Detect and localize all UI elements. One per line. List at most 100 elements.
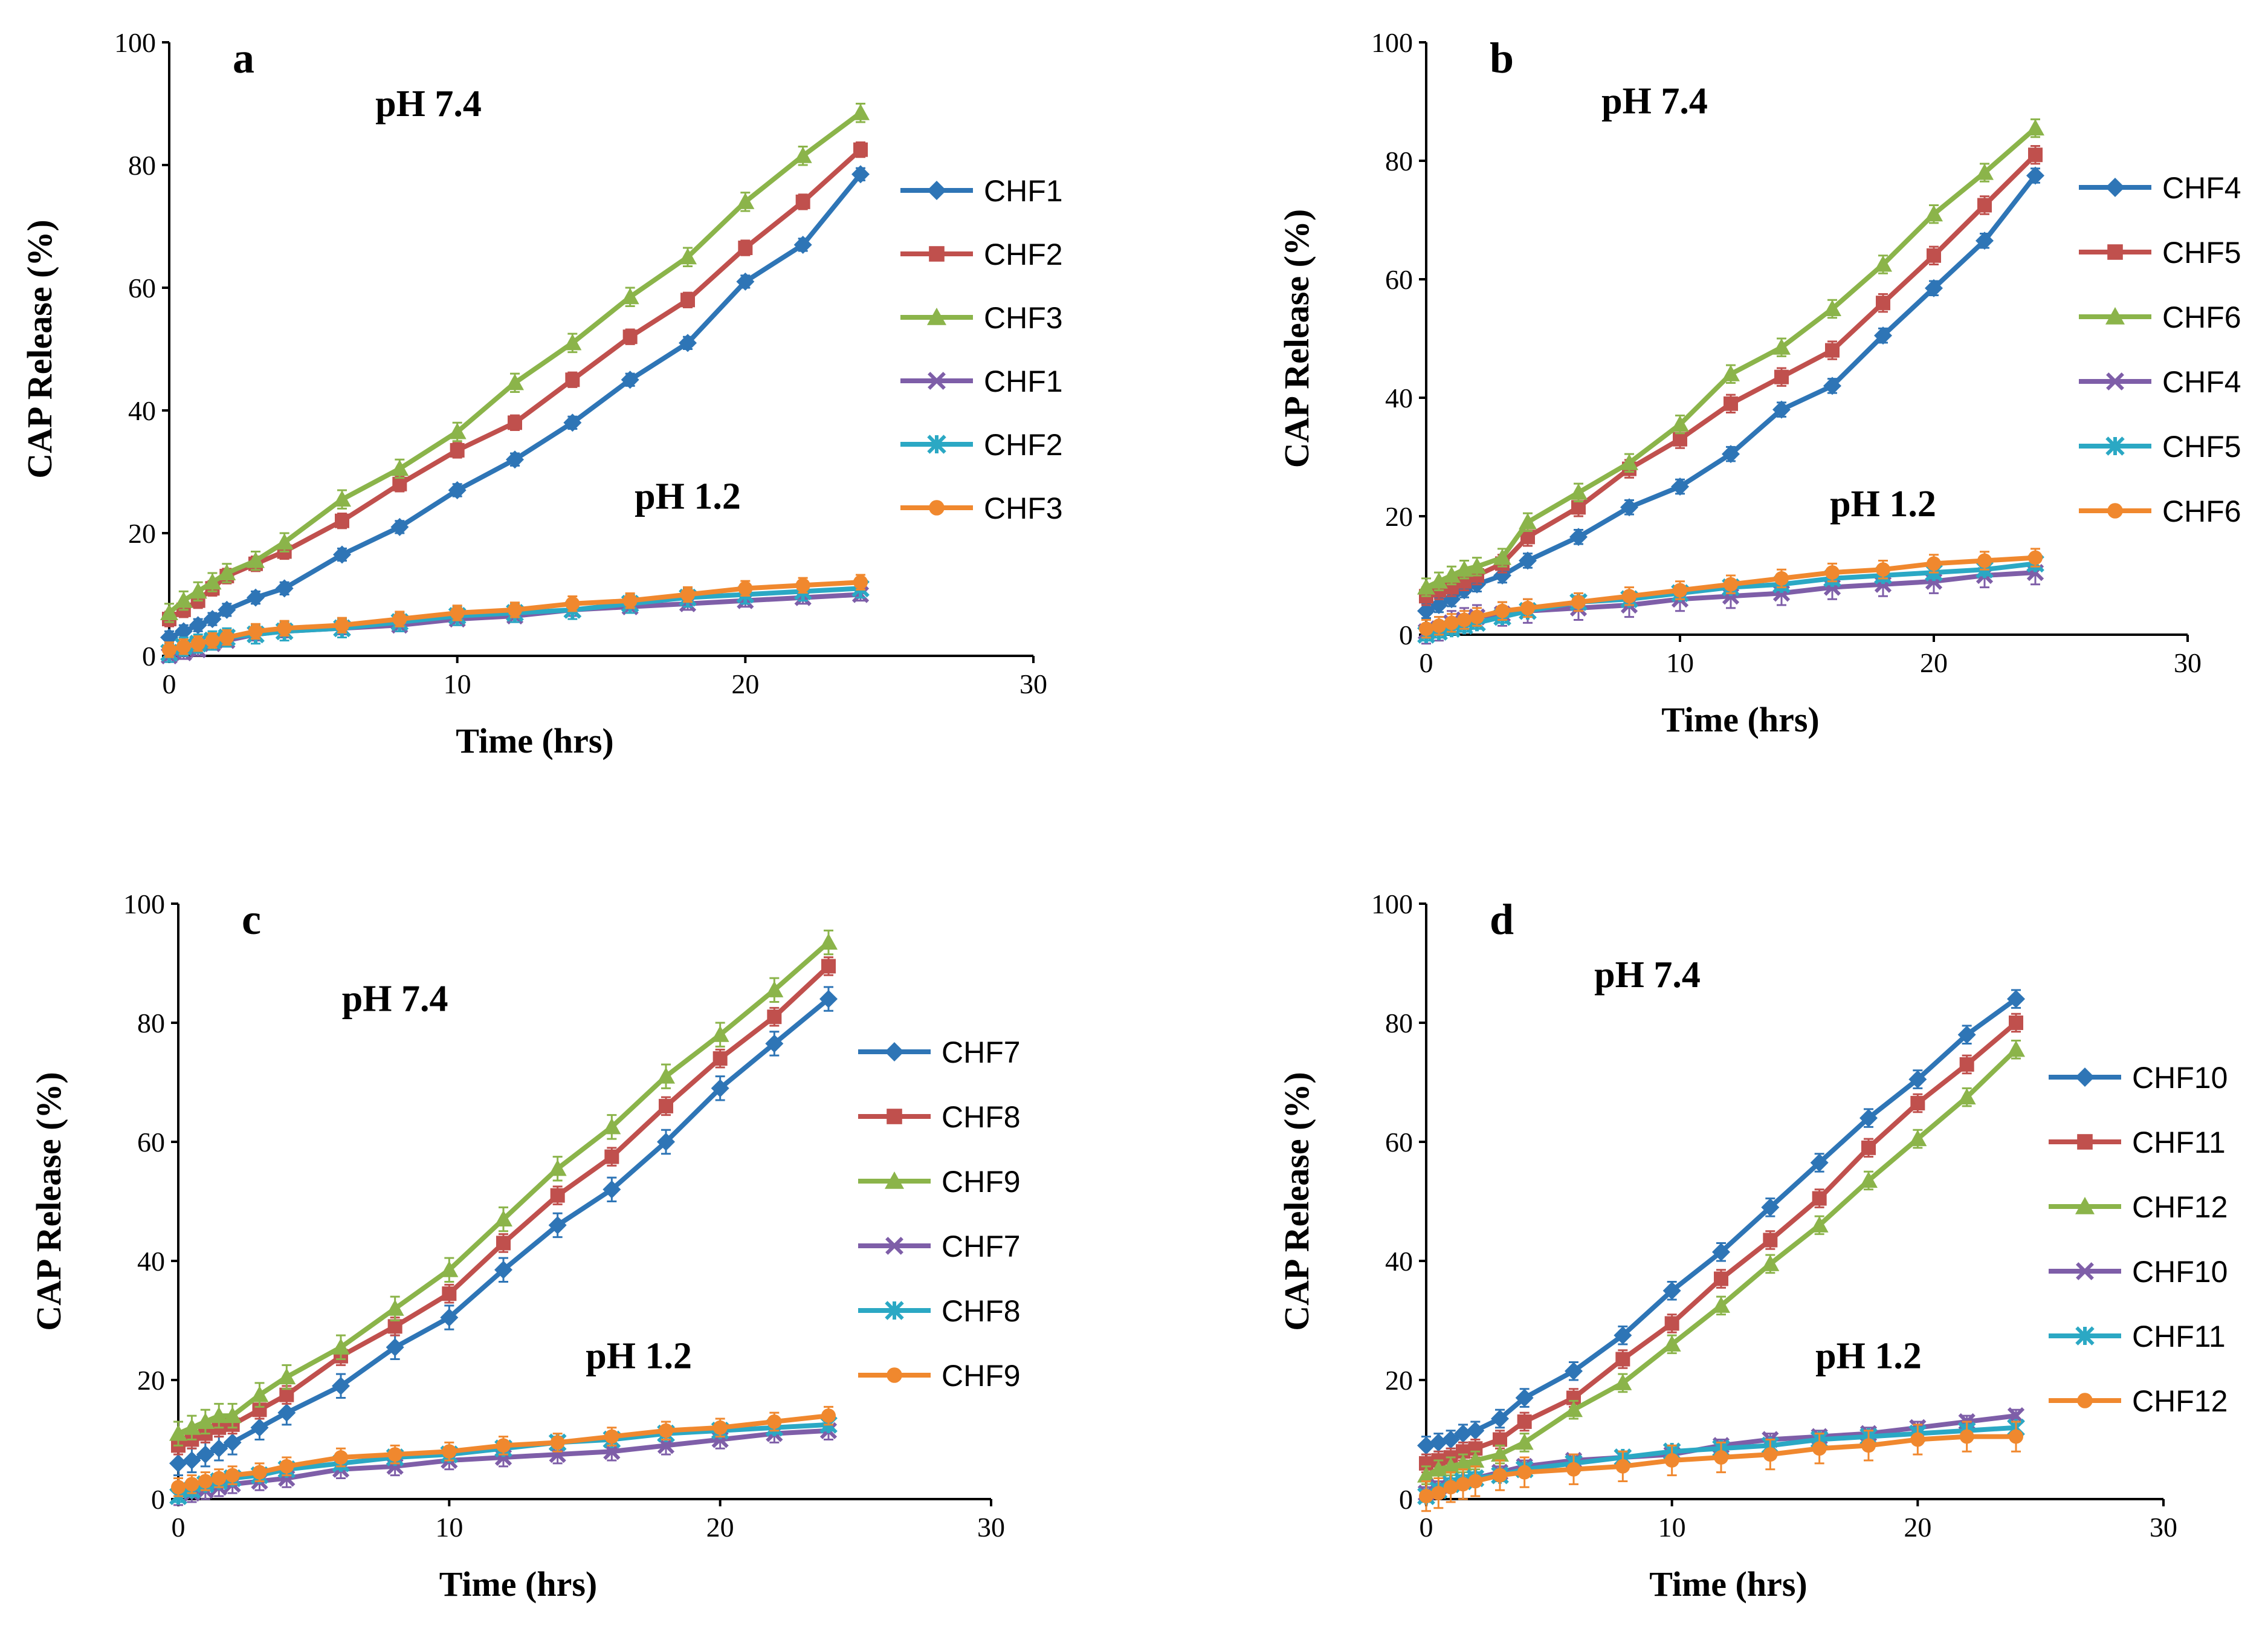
legend-entry-chf11-red: CHF11	[2049, 1126, 2226, 1159]
data-point	[210, 1407, 228, 1424]
data-point	[2009, 1016, 2023, 1030]
data-point	[203, 573, 222, 590]
data-point	[1673, 432, 1687, 447]
x-tick-label: 20	[1904, 1512, 1931, 1543]
x-axis-title: Time (hrs)	[439, 1564, 598, 1604]
series-chf8-red	[171, 956, 836, 1456]
legend-marker	[887, 1367, 902, 1383]
data-point	[548, 1159, 567, 1176]
data-point	[225, 1468, 240, 1483]
legend-entry-chf9-green: CHF9	[858, 1165, 1021, 1199]
data-point	[1977, 553, 1992, 568]
data-point	[1927, 248, 1941, 263]
data-point	[1417, 1466, 1435, 1483]
x-tick-label: 30	[2174, 647, 2202, 678]
y-tick-label: 100	[114, 27, 156, 58]
legend-marker	[885, 1301, 904, 1320]
data-point	[1722, 364, 1740, 381]
data-point	[1615, 1352, 1630, 1367]
data-point	[386, 1299, 404, 1316]
legend-marker	[929, 246, 945, 262]
data-point	[712, 1420, 728, 1435]
series-chf12-green	[1417, 1040, 2025, 1485]
y-tick-label: 40	[1385, 383, 1413, 413]
data-point	[563, 413, 582, 432]
series-chf9-orange	[171, 1405, 836, 1497]
data-point	[1977, 198, 1992, 213]
ph-annotation: pH 1.2	[635, 476, 741, 517]
data-point	[1571, 595, 1586, 610]
data-point	[851, 165, 870, 184]
data-point	[659, 1098, 673, 1113]
y-tick-label: 40	[137, 1246, 165, 1277]
data-point	[508, 602, 522, 617]
legend-label: CHF8	[942, 1100, 1021, 1134]
data-point	[176, 639, 191, 654]
legend-label: CHF11	[2132, 1126, 2226, 1159]
data-point	[765, 980, 784, 997]
y-tick-label: 0	[1399, 620, 1413, 650]
legend-marker	[2075, 1326, 2095, 1346]
data-point	[819, 933, 838, 950]
data-point	[390, 459, 409, 476]
legend-marker	[928, 372, 946, 390]
data-point	[1432, 618, 1446, 633]
ph-annotation: pH 1.2	[586, 1335, 692, 1376]
legend-marker	[887, 1109, 902, 1124]
data-point	[1457, 612, 1472, 627]
data-point	[450, 442, 465, 458]
data-point	[1763, 1233, 1778, 1248]
legend-entry-chf1-blue: CHF1	[900, 174, 1063, 208]
chart-panel-d: 0 20 40 60 80 100 0 10 20 30 Time (hrs) CAP Release…	[1277, 889, 2228, 1604]
data-point	[657, 1067, 675, 1084]
series-line	[1425, 1048, 2018, 1478]
data-point	[1417, 1436, 1435, 1455]
series-chf4-blue	[1417, 166, 2044, 620]
data-point	[2007, 990, 2025, 1008]
data-point	[496, 1236, 511, 1251]
y-tick-label: 60	[1385, 1127, 1413, 1158]
y-tick-label: 60	[137, 1127, 165, 1158]
x-tick-label: 20	[706, 1512, 734, 1543]
data-point	[334, 1450, 348, 1465]
data-point	[247, 551, 265, 568]
x-tick-label: 20	[1920, 647, 1948, 678]
data-point	[2028, 147, 2043, 163]
y-tick-label: 40	[1385, 1246, 1413, 1277]
data-point	[565, 372, 580, 387]
data-point	[795, 578, 810, 593]
legend-marker	[2106, 372, 2124, 390]
data-point	[183, 1418, 201, 1435]
series-chf7-blue	[169, 986, 838, 1477]
chart-panel-b: 0 20 40 60 80 100 0 10 20 30 Time (hrs) CAP Release…	[1277, 27, 2241, 739]
data-point	[795, 194, 810, 209]
data-point	[496, 1438, 511, 1453]
data-point	[1925, 279, 1943, 297]
y-axis-title: CAP Release (%)	[1277, 209, 1316, 468]
data-point	[1874, 326, 1892, 345]
data-point	[659, 1423, 673, 1438]
series-chf11-red	[1419, 1012, 2023, 1474]
data-point	[392, 476, 407, 491]
data-point	[1810, 1216, 1829, 1233]
data-point	[621, 371, 639, 389]
data-point	[183, 1451, 201, 1469]
data-point	[1810, 1153, 1829, 1172]
data-point	[1673, 583, 1687, 598]
data-point	[793, 146, 812, 163]
data-point	[189, 582, 207, 599]
data-point	[392, 612, 407, 627]
legend-label: CHF4	[2162, 171, 2241, 205]
legend-entry-chf8-red: CHF8	[858, 1100, 1021, 1134]
data-point	[1620, 453, 1638, 470]
data-point	[1908, 1070, 1927, 1089]
data-point	[508, 415, 522, 430]
data-point	[1761, 1198, 1780, 1217]
legend-marker	[927, 435, 946, 454]
data-point	[1876, 296, 1890, 311]
data-point	[1823, 377, 1841, 395]
legend-entry-chf5-red: CHF5	[2079, 236, 2241, 270]
data-point	[219, 630, 234, 645]
data-point	[1495, 603, 1510, 618]
legend-marker	[929, 500, 945, 516]
